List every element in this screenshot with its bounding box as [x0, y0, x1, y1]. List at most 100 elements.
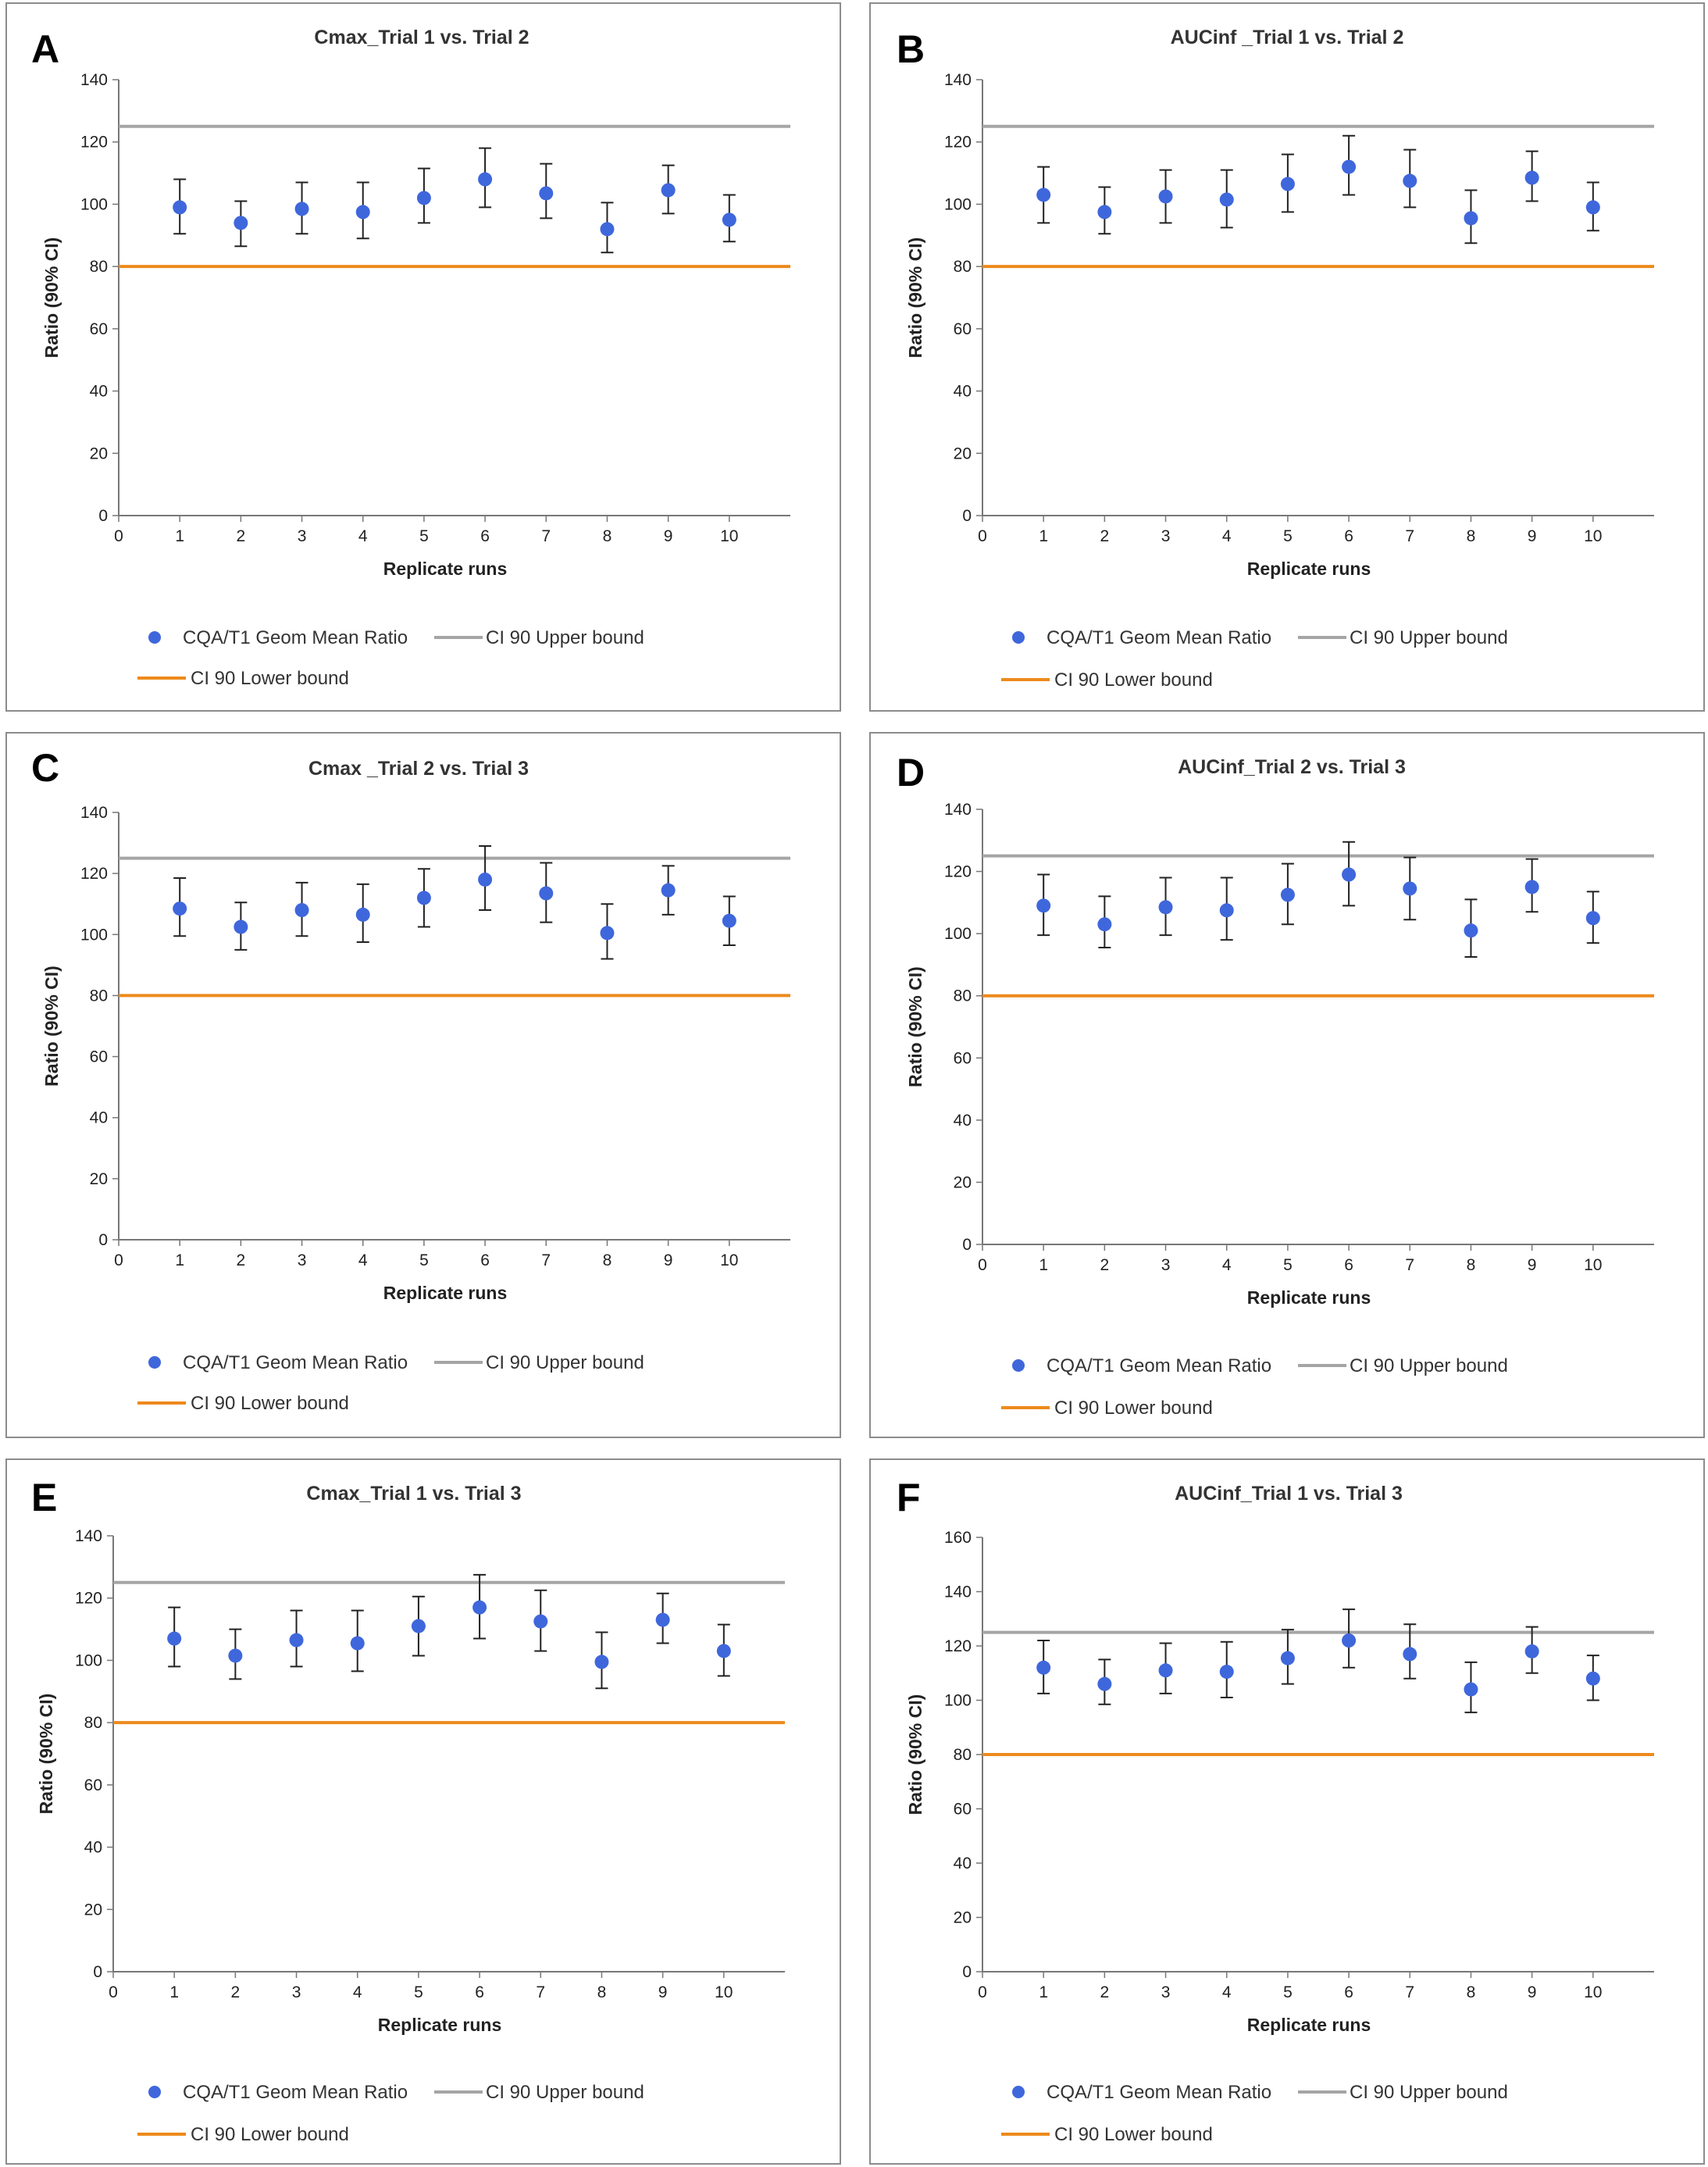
x-tick-label: 8 [1467, 1983, 1476, 2001]
legend-label-ratio: CQA/T1 Geom Mean Ratio [183, 627, 408, 648]
x-tick-label: 7 [541, 527, 551, 545]
y-tick-label: 140 [944, 801, 972, 819]
legend-label-ratio: CQA/T1 Geom Mean Ratio [183, 1352, 408, 1373]
legend-label-lower: CI 90 Lower bound [191, 668, 349, 689]
legend-label-upper: CI 90 Upper bound [1350, 2082, 1508, 2103]
x-tick-label: 2 [237, 1251, 246, 1269]
chart-title: AUCinf_Trial 2 vs. Trial 3 [1178, 756, 1406, 778]
data-point [661, 883, 676, 898]
x-tick-label: 2 [1100, 527, 1110, 545]
x-tick-label: 8 [603, 527, 612, 545]
data-point [1403, 173, 1417, 188]
panel-frame [869, 2, 1705, 712]
y-tick-label: 0 [98, 507, 108, 525]
y-axis-label: Ratio (90% CI) [905, 237, 925, 359]
x-axis-label: Replicate runs [383, 1283, 508, 1303]
data-point [594, 1655, 609, 1669]
y-tick-label: 80 [90, 987, 108, 1005]
x-tick-label: 1 [175, 1251, 184, 1269]
x-tick-label: 9 [664, 527, 673, 545]
y-tick-label: 120 [75, 1590, 102, 1608]
y-tick-label: 140 [80, 804, 108, 822]
data-point [416, 191, 431, 205]
data-point [1097, 205, 1112, 220]
data-point [416, 891, 431, 905]
x-tick-label: 10 [720, 1251, 738, 1269]
x-tick-label: 10 [720, 527, 738, 545]
data-point [350, 1636, 365, 1651]
data-point [234, 919, 248, 934]
data-point [600, 926, 615, 941]
x-tick-label: 3 [298, 527, 307, 545]
legend-label-ratio: CQA/T1 Geom Mean Ratio [183, 2082, 408, 2103]
y-tick-label: 0 [962, 1236, 972, 1254]
y-tick-label: 60 [90, 1048, 108, 1066]
legend-label-ratio: CQA/T1 Geom Mean Ratio [1047, 627, 1271, 648]
x-axis-label: Replicate runs [383, 559, 508, 579]
legend-label-lower: CI 90 Lower bound [191, 2124, 349, 2145]
x-axis-label: Replicate runs [378, 2015, 502, 2035]
x-tick-label: 7 [536, 1983, 545, 2001]
panel-frame [5, 732, 841, 1438]
y-tick-label: 60 [84, 1776, 102, 1794]
y-tick-label: 0 [93, 1963, 102, 1981]
legend-marker-ratio [1012, 631, 1025, 644]
y-tick-label: 0 [962, 1963, 972, 1981]
data-point [533, 1614, 548, 1629]
x-tick-label: 8 [1467, 1256, 1476, 1274]
data-point [1158, 189, 1173, 204]
y-tick-label: 20 [954, 1909, 972, 1927]
legend-label-upper: CI 90 Upper bound [486, 2082, 644, 2103]
x-tick-label: 0 [109, 1983, 118, 2001]
x-tick-label: 5 [419, 527, 429, 545]
y-tick-label: 60 [954, 320, 972, 338]
x-tick-label: 0 [978, 1256, 987, 1274]
legend-marker-ratio [148, 1356, 161, 1369]
y-tick-label: 40 [90, 383, 108, 401]
chart-title: AUCinf _Trial 1 vs. Trial 2 [1171, 27, 1404, 48]
chart-panel-f: F AUCinf_Trial 1 vs. Trial 30204060801001… [869, 1458, 1705, 2165]
y-tick-label: 140 [75, 1527, 102, 1545]
panel-letter: C [31, 746, 59, 790]
data-point [1524, 880, 1539, 894]
panel-letter: A [31, 27, 59, 71]
x-tick-label: 9 [664, 1251, 673, 1269]
x-tick-label: 9 [1528, 527, 1537, 545]
data-point [173, 200, 187, 215]
chart-panel-c: C Cmax _Trial 2 vs. Trial 302040608010012… [5, 732, 841, 1438]
data-point [1158, 1663, 1173, 1678]
x-tick-label: 10 [1584, 527, 1602, 545]
x-tick-label: 0 [114, 527, 123, 545]
x-tick-label: 3 [1161, 527, 1171, 545]
data-point [1280, 1651, 1295, 1665]
data-point [411, 1619, 426, 1633]
chart-panel-a: A Cmax_Trial 1 vs. Trial 2020406080100120… [5, 2, 841, 712]
x-tick-label: 8 [603, 1251, 612, 1269]
legend-marker-ratio [1012, 1359, 1025, 1372]
data-point [1219, 1665, 1234, 1680]
data-point [1342, 867, 1357, 882]
panel-frame [5, 2, 841, 712]
x-tick-label: 3 [292, 1983, 301, 2001]
chart-panel-e: E Cmax_Trial 1 vs. Trial 3020406080100120… [5, 1458, 841, 2165]
y-tick-label: 80 [954, 1746, 972, 1764]
x-tick-label: 7 [1405, 1256, 1414, 1274]
x-tick-label: 4 [1222, 527, 1232, 545]
x-tick-label: 7 [1405, 1983, 1414, 2001]
y-tick-label: 40 [954, 1855, 972, 1872]
y-tick-label: 100 [80, 926, 108, 944]
x-tick-label: 4 [1222, 1983, 1232, 2001]
y-tick-label: 20 [90, 444, 108, 462]
chart-title: AUCinf_Trial 1 vs. Trial 3 [1175, 1483, 1403, 1505]
y-tick-label: 100 [75, 1651, 102, 1669]
y-tick-label: 80 [954, 258, 972, 276]
data-point [1464, 211, 1478, 226]
y-tick-label: 120 [944, 863, 972, 881]
data-point [355, 205, 370, 220]
chart-panel-d: D AUCinf_Trial 2 vs. Trial 30204060801001… [869, 732, 1705, 1438]
legend-label-upper: CI 90 Upper bound [486, 1352, 644, 1373]
x-tick-label: 6 [480, 1251, 490, 1269]
data-point [722, 212, 736, 227]
legend-label-ratio: CQA/T1 Geom Mean Ratio [1047, 1355, 1271, 1376]
